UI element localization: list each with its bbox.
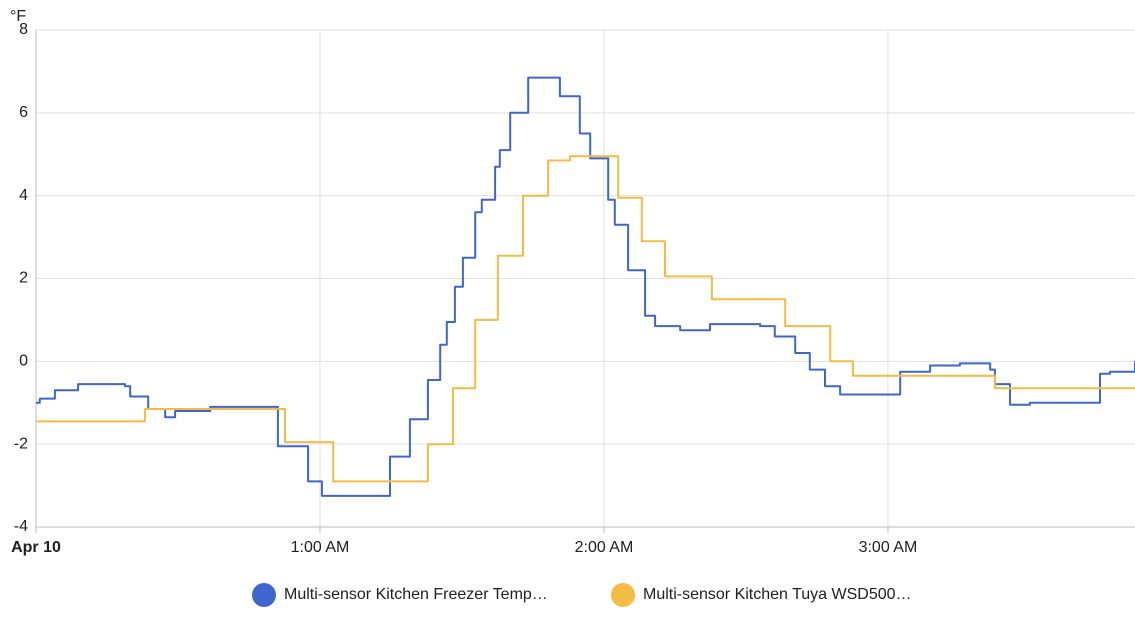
y-tick-label: 8 <box>19 21 28 38</box>
x-tick-label: Apr 10 <box>11 539 61 556</box>
x-tick-label: 2:00 AM <box>575 539 634 556</box>
y-tick-label: -2 <box>14 435 28 452</box>
legend-label: Multi-sensor Kitchen Freezer Temp… <box>284 586 548 603</box>
series-line <box>36 76 1135 497</box>
y-tick-label: -4 <box>14 518 28 535</box>
y-tick-label: 6 <box>19 104 28 121</box>
y-tick-label: 2 <box>19 270 28 287</box>
series-line <box>36 155 1135 483</box>
legend-marker <box>611 583 635 607</box>
legend-marker <box>252 583 276 607</box>
x-tick-label: 1:00 AM <box>291 539 350 556</box>
x-tick-label: 3:00 AM <box>859 539 918 556</box>
legend: Multi-sensor Kitchen Freezer Temp… Multi-… <box>252 583 912 607</box>
y-unit: °F <box>10 8 26 25</box>
y-tick-label: 4 <box>19 187 28 204</box>
legend-label: Multi-sensor Kitchen Tuya WSD500… <box>643 586 912 603</box>
y-tick-label: 0 <box>19 353 28 370</box>
